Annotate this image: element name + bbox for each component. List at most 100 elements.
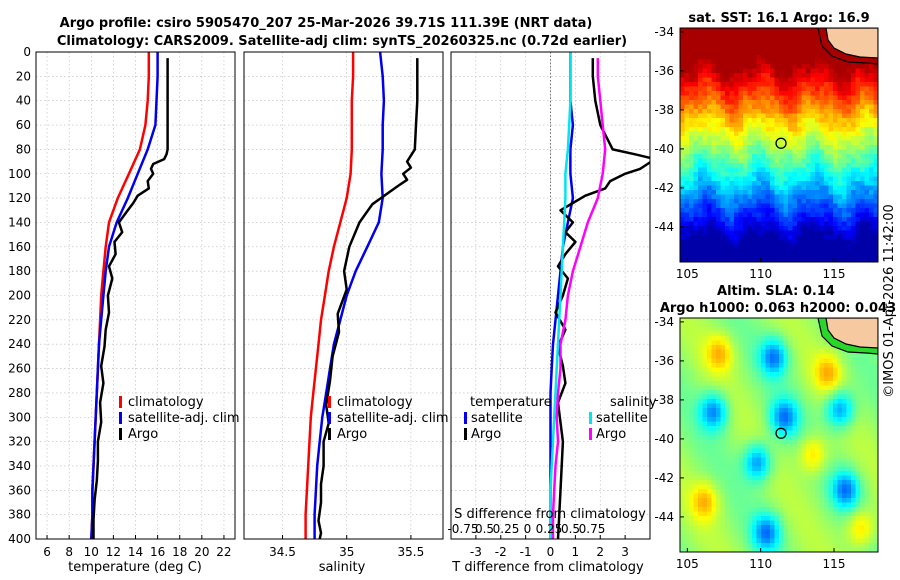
heatmap-cell [792,349,798,355]
heatmap-cell [693,82,699,87]
heatmap-cell [770,253,775,258]
heatmap-cell [788,212,793,218]
heatmap-cell [873,417,878,422]
heatmap-cell [873,520,878,526]
heatmap-cell [693,408,699,413]
legend-swatch-t-argo [464,428,467,440]
heatmap-cell [693,435,699,440]
heatmap-cell [761,354,766,359]
heatmap-cell [770,493,775,499]
heatmap-cell [720,502,726,508]
heatmap-cell [788,421,793,427]
heatmap-cell [792,498,798,503]
heatmap-cell [801,417,807,422]
heatmap-cell [761,194,766,200]
heatmap-cell [806,435,811,440]
x-tick-label: 1 [572,545,580,559]
heatmap-cell [743,95,748,101]
heatmap-cell [729,55,735,60]
heatmap-cell [738,349,744,355]
heatmap-cell [747,354,753,359]
heatmap-cell [819,113,825,119]
heatmap-cell [864,358,870,364]
heatmap-cell [684,327,690,332]
heatmap-cell [725,394,730,400]
heatmap-cell [729,318,735,323]
heatmap-cell [770,376,775,382]
heatmap-cell [684,77,690,83]
heatmap-cell [680,122,685,128]
heatmap-cell [770,507,775,512]
heatmap-cell [725,417,730,422]
heatmap-cell [747,158,753,164]
heatmap-cell [689,181,694,186]
heatmap-cell [702,511,708,517]
heatmap-cell [828,172,834,177]
heatmap-cell [774,471,780,476]
heatmap-cell [842,385,847,391]
depth-tick-label: 360 [8,483,31,497]
heatmap-cell [846,154,852,159]
heatmap-cell [783,154,789,159]
heatmap-cell [774,538,780,544]
heatmap-cell [774,480,780,485]
heatmap-cell [797,77,802,83]
heatmap-cell [860,511,865,517]
heatmap-cell [810,408,816,413]
heatmap-cell [860,145,865,150]
heatmap-cell [693,439,699,445]
heatmap-cell [698,257,703,262]
heatmap-cell [815,318,820,323]
heatmap-cell [846,547,852,552]
heatmap-cell [702,354,708,359]
heatmap-cell [833,363,838,368]
lat-tick-label: -34 [654,315,674,329]
heatmap-cell [738,453,744,458]
heatmap-cell [743,235,748,240]
heatmap-cell [725,439,730,445]
heatmap-cell [792,493,798,499]
heatmap-cell [846,507,852,512]
sla-axes-frame [679,317,879,553]
heatmap-cell [761,181,766,186]
heatmap-cell [747,439,753,445]
heatmap-cell [698,534,703,539]
heatmap-cell [684,367,690,373]
x-tick-label: 34.5 [269,545,296,559]
heatmap-cell [869,149,874,155]
heatmap-cell [779,453,784,458]
heatmap-cell [792,190,798,195]
heatmap-cell [752,547,757,552]
heatmap-cell [680,331,685,337]
heatmap-cell [860,257,865,262]
heatmap-cell [743,444,748,449]
heatmap-cell [752,466,757,472]
heatmap-cell [689,408,694,413]
heatmap-cell [752,498,757,503]
heatmap-cell [819,367,825,373]
heatmap-cell [828,46,834,51]
heatmap-cell [851,412,856,418]
heatmap-cell [837,77,843,83]
heatmap-cell [851,426,856,431]
heatmap-cell [725,37,730,42]
heatmap-cell [747,50,753,56]
heatmap-cell [824,502,829,508]
depth-tick-label: 20 [16,69,31,83]
heatmap-cell [819,172,825,177]
heatmap-cell [711,77,717,83]
heatmap-cell [855,444,861,449]
heatmap-cell [725,372,730,377]
heatmap-cell [770,100,775,105]
heatmap-cell [864,525,870,530]
heatmap-cell [797,430,802,436]
heatmap-cell [873,59,878,65]
heatmap-cell [729,520,735,526]
heatmap-cell [684,73,690,78]
heatmap-cell [792,235,798,240]
heatmap-cell [693,226,699,231]
heatmap-cell [792,41,798,47]
heatmap-cell [770,131,775,137]
heatmap-cell [756,408,762,413]
heatmap-cell [756,82,762,87]
